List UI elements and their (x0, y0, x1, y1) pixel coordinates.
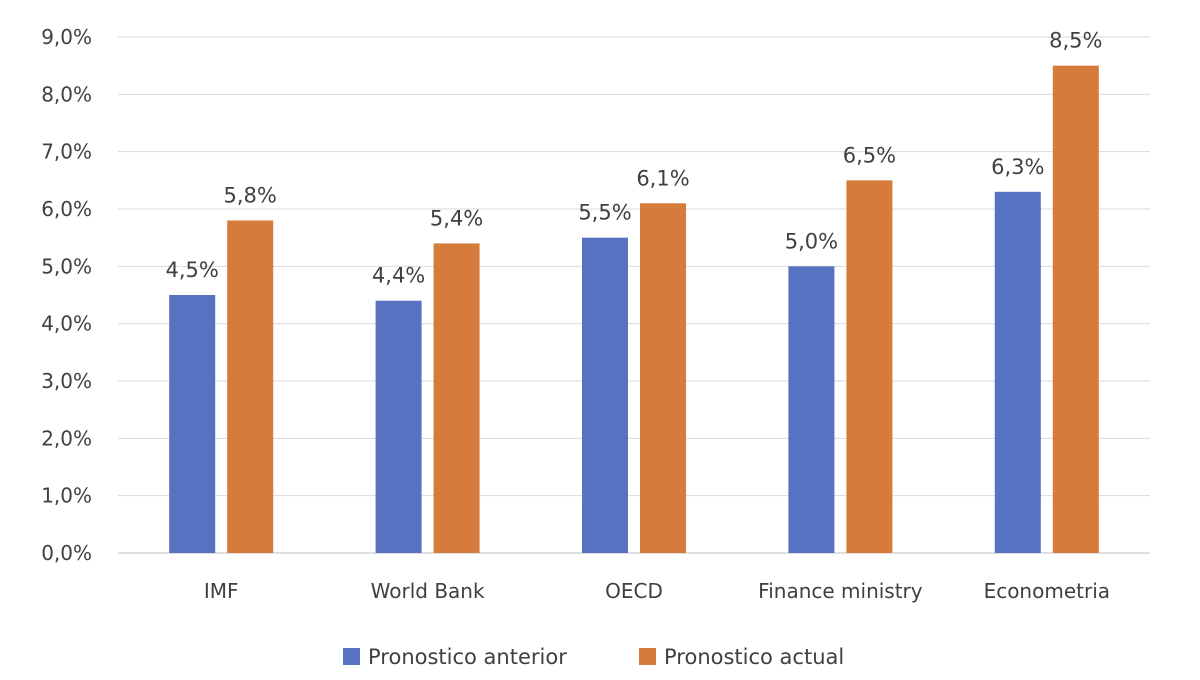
legend-label: Pronostico actual (664, 645, 844, 669)
y-tick-label: 3,0% (41, 369, 92, 393)
legend-swatch (639, 648, 656, 665)
y-tick-label: 5,0% (41, 254, 92, 278)
data-label: 5,8% (224, 183, 277, 207)
y-tick-label: 8,0% (41, 82, 92, 106)
data-label: 6,5% (843, 143, 896, 167)
y-tick-label: 0,0% (41, 541, 92, 565)
bar (433, 243, 480, 553)
legend-label: Pronostico anterior (368, 645, 567, 669)
data-label: 5,4% (430, 206, 483, 230)
data-label: 5,0% (785, 229, 838, 253)
x-category-label: OECD (605, 579, 663, 603)
bar (788, 266, 835, 553)
x-category-label: Finance ministry (758, 579, 923, 603)
data-label: 6,3% (991, 155, 1044, 179)
bar (582, 237, 628, 553)
bar (640, 203, 686, 553)
bar (169, 295, 216, 553)
x-category-label: World Bank (371, 579, 485, 603)
data-label: 8,5% (1049, 29, 1102, 53)
x-category-label: Econometria (984, 579, 1110, 603)
y-tick-label: 6,0% (41, 197, 92, 221)
data-label: 6,1% (636, 166, 689, 190)
bar (846, 180, 893, 554)
y-tick-label: 7,0% (41, 140, 92, 164)
data-label: 4,5% (166, 258, 219, 282)
legend-swatch (343, 648, 360, 665)
y-tick-label: 1,0% (41, 484, 92, 508)
y-tick-label: 2,0% (41, 426, 92, 450)
y-tick-label: 4,0% (41, 312, 92, 336)
bar (994, 191, 1041, 554)
bar (227, 220, 274, 553)
x-category-label: IMF (204, 579, 239, 603)
bar (375, 300, 422, 553)
y-tick-label: 9,0% (41, 25, 92, 49)
bar (1052, 65, 1099, 554)
data-label: 4,4% (372, 264, 425, 288)
data-label: 5,5% (578, 201, 631, 225)
